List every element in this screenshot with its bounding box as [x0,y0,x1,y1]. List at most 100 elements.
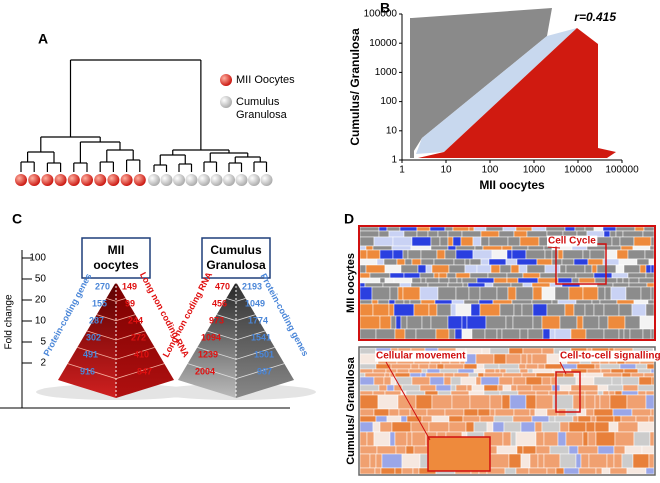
heat-tile [489,408,496,417]
heat-tile [420,372,427,378]
heat-tile [366,249,381,260]
heat-tile [463,408,479,417]
heat-tile [617,421,639,433]
heat-tile [584,303,595,317]
heat-tile [591,299,601,305]
heat-tile [648,258,655,266]
heat-tile [525,394,537,410]
x-tick-label: 100000 [605,165,639,176]
heat-tile [594,363,601,370]
heat-tile [435,328,450,340]
heat-tile [471,328,486,340]
heat-tile [584,226,595,232]
heat-tile [437,230,449,238]
heat-tile [461,230,482,238]
heat-tile [630,372,645,378]
heat-tile [473,226,487,232]
heat-tile [578,277,596,284]
heat-tile [420,277,427,284]
heat-tile [582,431,589,447]
heat-tile [444,408,465,417]
heat-tile [426,408,446,417]
heat-tile [505,315,514,330]
heat-tile [382,282,401,288]
heat-tile [557,299,577,305]
heat-tile [601,467,611,475]
heat-tile [548,390,570,396]
heat-tile [593,376,613,386]
heat-tile [502,431,512,447]
heat-tile [561,258,575,266]
heat-tile [588,453,608,469]
heat-tile [391,421,412,433]
heat-tile [650,236,655,247]
heat-tile [464,258,471,266]
heat-tile [386,384,395,392]
heat-tile [359,390,374,396]
heat-tile [379,249,394,260]
heat-tile [455,272,471,279]
heat-tile [398,408,411,417]
heat-tile [425,277,440,284]
heat-tile [435,384,452,392]
heat-tile [372,390,386,396]
sample-ball [223,174,235,186]
heat-tile [499,303,515,317]
heat-tile [359,249,368,260]
heat-tile [510,431,517,447]
heat-tile [522,445,537,455]
heat-tile [616,249,629,260]
heat-tile [471,384,485,392]
heat-tile [383,376,392,386]
heat-tile [455,384,468,392]
heat-tile [605,277,618,284]
heat-tile [506,277,519,284]
heat-tile [447,230,463,238]
heat-tile [401,453,421,469]
heat-tile [484,328,498,340]
heat-tile [623,368,639,374]
heat-tile [494,408,515,417]
heat-tile [389,272,405,279]
heat-tile [359,299,373,305]
heat-tile [403,299,411,305]
heat-tile [450,376,462,386]
tick-label: 5 [40,337,46,348]
heat-tile [437,390,452,396]
heat-tile [397,394,417,410]
y-tick-label: 100 [380,96,397,107]
heat-tile [503,421,522,433]
heat-tile [604,249,618,260]
heat-tile [403,230,418,238]
heat-tile [534,421,543,433]
heat-tile [438,277,450,284]
heat-tile [476,363,485,370]
heat-tile [452,226,470,232]
heat-tile [480,376,500,386]
heat-tile [379,421,393,433]
heat-tile [635,363,648,370]
pyramid-face [236,282,294,398]
value-label: 973 [209,315,224,325]
heat-tile [394,372,411,378]
annotation: Cell-to-cell signalling [560,351,660,362]
heat-tile [488,236,509,247]
heat-tile [369,453,377,469]
pyramid-title: Cumulus [210,243,262,257]
heat-tile [505,353,522,365]
heat-tile [650,368,655,374]
heat-tile [444,249,457,260]
heat-tile [486,421,494,433]
heat-tile [443,363,465,370]
heat-tile [645,264,652,274]
heat-tile [468,372,479,378]
heat-tile [364,282,384,288]
heat-tile [519,328,529,340]
heat-tile [573,303,586,317]
callout [385,361,431,441]
heat-tile [516,384,533,392]
heat-tile [392,236,413,247]
heat-tile [434,299,453,305]
heat-tile [502,384,512,392]
heat-tile [537,363,546,370]
